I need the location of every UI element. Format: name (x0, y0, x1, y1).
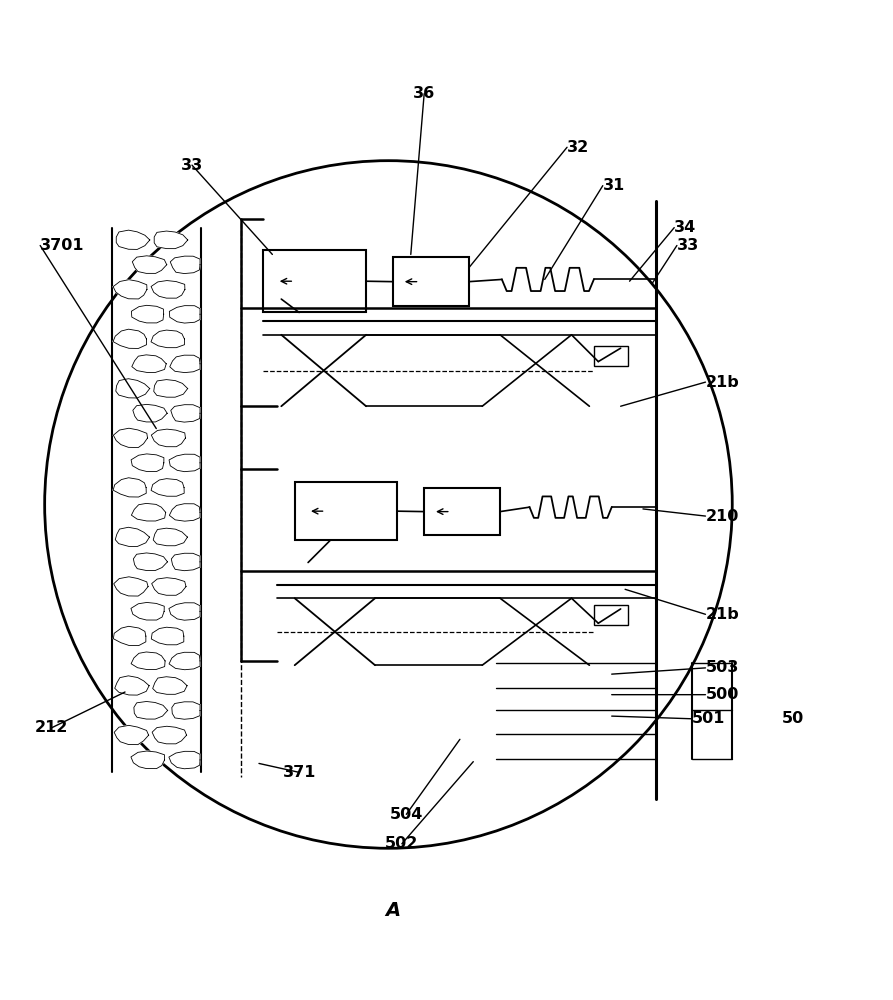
Text: 501: 501 (692, 711, 725, 726)
Polygon shape (152, 726, 187, 744)
Polygon shape (131, 602, 164, 620)
Text: 21b: 21b (705, 607, 739, 622)
Polygon shape (171, 405, 200, 422)
Polygon shape (151, 330, 185, 348)
Polygon shape (151, 627, 184, 645)
Text: 503: 503 (705, 660, 739, 675)
Polygon shape (113, 329, 146, 348)
Text: 32: 32 (567, 140, 589, 155)
Polygon shape (131, 751, 164, 769)
Polygon shape (151, 429, 186, 447)
Polygon shape (151, 281, 185, 298)
Polygon shape (154, 380, 188, 397)
Polygon shape (134, 701, 168, 719)
Bar (594, 346, 628, 366)
Text: 33: 33 (677, 238, 699, 253)
Polygon shape (116, 379, 150, 398)
Polygon shape (113, 577, 148, 596)
Bar (594, 605, 628, 625)
Polygon shape (170, 504, 200, 521)
Polygon shape (170, 355, 200, 373)
Polygon shape (171, 702, 200, 719)
Text: 50: 50 (781, 711, 804, 726)
Polygon shape (169, 751, 200, 769)
Polygon shape (169, 454, 200, 472)
Text: 31: 31 (603, 178, 625, 193)
Polygon shape (169, 603, 200, 620)
Polygon shape (133, 553, 168, 571)
Polygon shape (132, 355, 166, 372)
Polygon shape (131, 652, 165, 670)
Text: 504: 504 (389, 807, 423, 822)
Text: 34: 34 (674, 220, 697, 235)
Polygon shape (114, 725, 148, 745)
Polygon shape (113, 428, 147, 448)
Polygon shape (171, 256, 200, 274)
Polygon shape (114, 676, 149, 695)
Polygon shape (171, 553, 200, 571)
Polygon shape (113, 478, 146, 497)
Polygon shape (131, 454, 164, 471)
Text: 500: 500 (705, 687, 739, 702)
Polygon shape (154, 231, 188, 249)
Bar (295, 482, 397, 540)
Polygon shape (133, 404, 167, 422)
Polygon shape (170, 306, 200, 323)
Text: 21b: 21b (705, 375, 739, 390)
Text: 212: 212 (35, 720, 69, 735)
Bar (424, 488, 500, 535)
Polygon shape (169, 652, 200, 670)
Bar (393, 257, 469, 306)
Text: 36: 36 (413, 86, 435, 101)
Text: 3701: 3701 (40, 238, 85, 253)
Text: 502: 502 (385, 836, 419, 851)
Polygon shape (153, 677, 187, 694)
Text: 210: 210 (705, 509, 739, 524)
Polygon shape (115, 527, 149, 547)
Polygon shape (113, 626, 146, 646)
Polygon shape (132, 256, 167, 273)
Polygon shape (151, 479, 184, 496)
Text: A: A (386, 901, 400, 920)
Bar (263, 250, 366, 312)
Text: 33: 33 (181, 158, 203, 173)
Polygon shape (152, 578, 186, 595)
Polygon shape (131, 503, 166, 521)
Polygon shape (154, 528, 188, 546)
Polygon shape (131, 305, 163, 323)
Polygon shape (113, 280, 147, 299)
Text: 371: 371 (282, 765, 316, 780)
Polygon shape (116, 230, 150, 249)
